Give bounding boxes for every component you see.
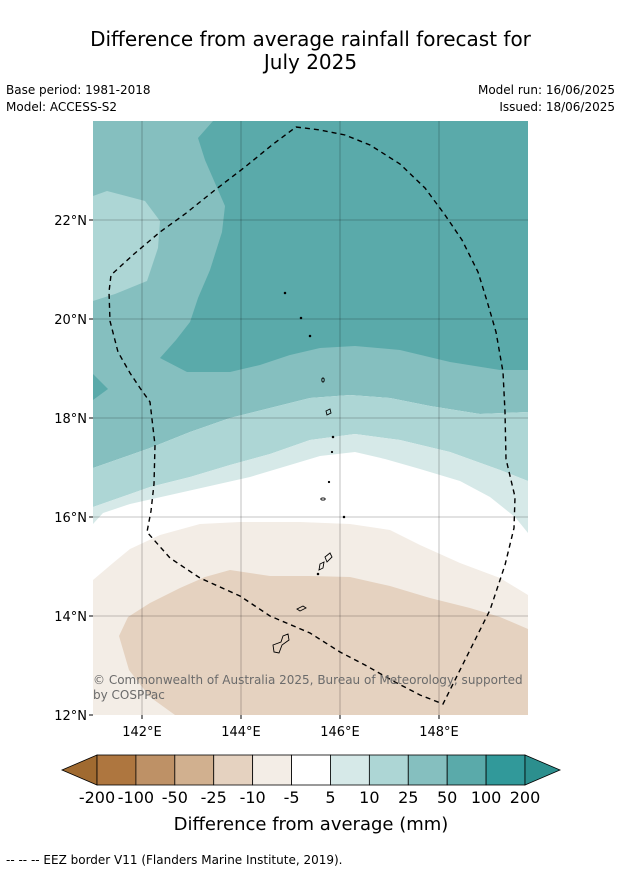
lat-label: 16°N — [54, 511, 87, 526]
lat-label: 12°N — [54, 709, 87, 724]
colorbar-boxes — [96, 754, 526, 786]
lat-label: 14°N — [54, 610, 87, 625]
island-outline — [324, 552, 333, 563]
contour-10-25 — [93, 395, 528, 507]
colorbar-box — [252, 754, 292, 786]
colorbar-tick-label: -200 — [79, 788, 115, 807]
graticule — [93, 121, 528, 715]
colorbar-tick-label: 50 — [437, 788, 457, 807]
island-dot — [308, 334, 312, 338]
copyright-notice: © Commonwealth of Australia 2025, Bureau… — [93, 673, 523, 702]
lon-label: 144°E — [221, 725, 261, 740]
island-outline — [321, 377, 325, 383]
island-outline — [272, 633, 290, 654]
title-line-2: July 2025 — [263, 50, 358, 74]
colorbar-box — [174, 754, 215, 786]
colorbar-tick-label: 10 — [359, 788, 379, 807]
lon-label: 146°E — [320, 725, 360, 740]
colorbar-box — [330, 754, 370, 786]
colorbar-box — [485, 754, 526, 786]
lat-label: 22°N — [54, 214, 87, 229]
lon-label: 148°E — [419, 725, 459, 740]
colorbar-tick-label: -5 — [284, 788, 300, 807]
island-dot — [342, 515, 346, 519]
colorbar-extend-low — [60, 754, 98, 786]
model-run: Model run: 16/06/2025 — [477, 83, 615, 97]
issued-date: Issued: 18/06/2025 — [499, 100, 615, 114]
meta-left: Base period: 1981-2018 Model: ACCESS-S2 — [6, 82, 151, 116]
island-dot — [330, 450, 334, 454]
copyright-line-1: © Commonwealth of Australia 2025, Bureau… — [93, 673, 523, 687]
colorbar-tick-label: -25 — [201, 788, 227, 807]
lon-label: 142°E — [122, 725, 162, 740]
contour-50-100 — [160, 121, 528, 372]
colorbar-title: Difference from average (mm) — [174, 814, 449, 835]
colorbar-tick-label: 5 — [325, 788, 335, 807]
axis-ticks — [89, 219, 440, 719]
colorbar: -200 -100 -50 -25 -10 -5 5 10 25 50 100 200 Differe… — [60, 754, 562, 835]
islands — [272, 291, 346, 654]
island-outline — [318, 561, 325, 571]
colorbar-tick-label: -100 — [118, 788, 154, 807]
rainfall-contours — [93, 121, 528, 715]
contour-10-25-pocket — [93, 191, 160, 301]
lat-label: 20°N — [54, 313, 87, 328]
title-line-1: Difference from average rainfall forecas… — [90, 27, 531, 51]
base-period: Base period: 1981-2018 — [6, 83, 151, 97]
colorbar-box — [407, 754, 448, 786]
island-dot — [331, 435, 335, 439]
lat-label: 18°N — [54, 412, 87, 427]
island-outline — [325, 408, 332, 416]
colorbar-tick-label: 25 — [398, 788, 418, 807]
island-dot — [316, 572, 320, 576]
colorbar-labels: -200 -100 -50 -25 -10 -5 5 10 25 50 100 200 — [79, 788, 540, 807]
island-dot — [283, 291, 287, 295]
colorbar-box — [446, 754, 487, 786]
colorbar-box — [368, 754, 409, 786]
eez-border-line — [108, 126, 516, 705]
colorbar-box — [291, 754, 331, 786]
meta-right: Model run: 16/06/2025 Issued: 18/06/2025 — [478, 82, 615, 116]
contour-5-10 — [93, 434, 528, 533]
colorbar-tick-label: -50 — [162, 788, 188, 807]
colorbar-box — [213, 754, 254, 786]
lat-labels: 22°N 20°N 18°N 16°N 14°N 12°N — [54, 214, 87, 724]
colorbar-tick-label: 200 — [510, 788, 541, 807]
colorbar-extend-high — [524, 754, 562, 786]
contour-neg10-neg25 — [119, 570, 528, 715]
colorbar-tick-label: -10 — [240, 788, 266, 807]
lon-labels: 142°E 144°E 146°E 148°E — [122, 725, 459, 740]
island-dot — [327, 480, 331, 484]
copyright-line-2: by COSPPac — [93, 688, 165, 702]
colorbar-box — [96, 754, 137, 786]
island-outline — [320, 497, 326, 501]
model-name: Model: ACCESS-S2 — [6, 100, 118, 114]
colorbar-tick-label: 100 — [471, 788, 502, 807]
island-outline — [296, 605, 307, 612]
footnote: -- -- -- EEZ border V11 (Flanders Marine… — [6, 853, 343, 867]
island-dot — [299, 316, 303, 320]
chart-title: Difference from average rainfall forecas… — [0, 28, 621, 74]
colorbar-box — [135, 754, 176, 786]
contour-patch-west — [93, 374, 108, 400]
